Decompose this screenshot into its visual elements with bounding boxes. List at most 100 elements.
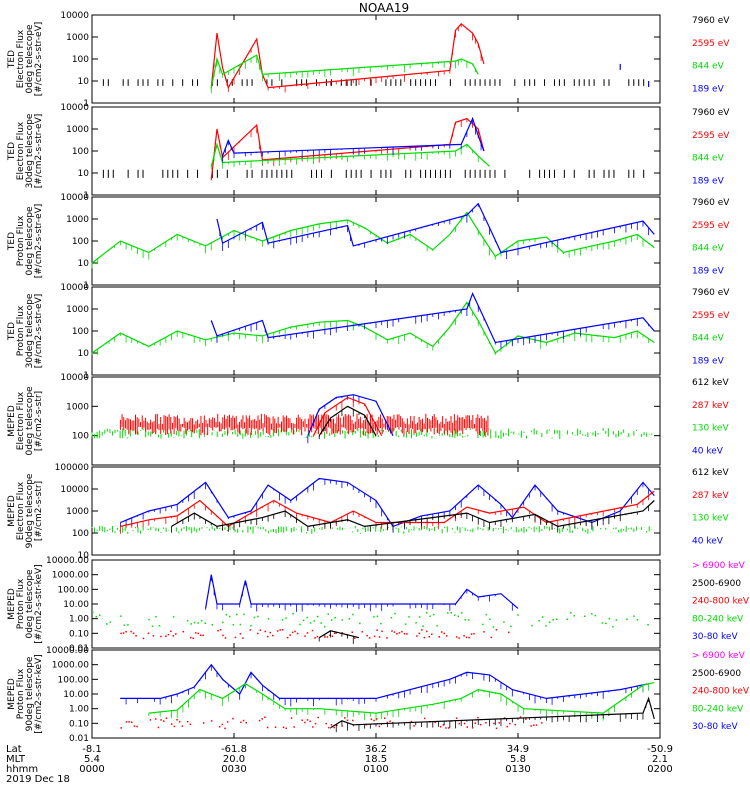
series-dot (393, 631, 396, 633)
series-dot (423, 636, 426, 639)
series-dot (232, 717, 234, 720)
series-dot (242, 637, 244, 639)
series-dot (266, 726, 269, 729)
series-dot (173, 725, 176, 728)
series-dot (474, 722, 477, 724)
y-tick-label: 10000 (60, 103, 89, 113)
legend-entry: 2595 eV (692, 39, 730, 49)
series-dot (306, 616, 308, 619)
series-dot (271, 634, 274, 637)
x-row-label-lat: Lat (6, 744, 22, 755)
series-dot (210, 720, 213, 722)
series-dot (192, 637, 194, 640)
series-dot (99, 614, 101, 616)
y-tick-label: 10 (78, 349, 90, 359)
series-dot (416, 635, 418, 637)
series-dot (370, 718, 373, 720)
y-axis-label-line: 0deg telescope (25, 206, 35, 276)
series-dot (120, 615, 122, 617)
series-dot (368, 637, 371, 639)
series-dot (425, 612, 428, 614)
series-dot (325, 722, 327, 725)
legend-entry: 2595 eV (692, 131, 730, 141)
x-tick-label-lat: -61.8 (221, 744, 247, 755)
series-dot (250, 624, 252, 627)
series-dot (447, 727, 450, 729)
series-dot (279, 629, 281, 631)
series-dot (485, 613, 488, 616)
y-axis-label-line: TED (7, 142, 17, 161)
series-dot (148, 618, 150, 621)
series-dot (443, 632, 445, 635)
y-axis-label-line: 30deg telescope (25, 113, 35, 188)
legend-entry: 80-240 keV (692, 704, 744, 714)
y-axis-label-line: [#/cm2-s-str-keV] (34, 564, 44, 643)
series-dot (314, 637, 316, 639)
series-dot (240, 721, 242, 723)
series-dot (253, 616, 256, 619)
series-dot (160, 635, 162, 638)
series-dot (401, 630, 403, 633)
y-axis-label-line: Electron Flux (16, 481, 26, 540)
series-dot (219, 628, 222, 631)
series-dot (373, 616, 375, 618)
series-dot (95, 615, 98, 618)
series-dot (328, 726, 330, 729)
series-dot (489, 618, 491, 621)
y-tick-label: 1000.00 (52, 571, 89, 581)
legend-entry: 189 eV (692, 85, 725, 95)
series-dot (479, 723, 482, 726)
series-dot (302, 619, 305, 622)
series-dot (202, 722, 205, 724)
series-dot (142, 637, 145, 640)
series-dot (495, 727, 498, 730)
series-dot (446, 612, 449, 614)
series-dot (378, 636, 381, 638)
y-tick-label: 100.00 (58, 585, 90, 595)
series-dot (189, 636, 192, 639)
series-dot (309, 622, 312, 624)
series-dot (285, 617, 287, 619)
series-dot (555, 618, 558, 621)
series-dot (404, 623, 407, 625)
series-dot (327, 613, 329, 615)
series-dot (438, 636, 440, 638)
series-dot (309, 720, 311, 723)
series-dot (224, 727, 226, 730)
series-dot (541, 616, 544, 618)
series-dot (221, 723, 224, 726)
series-dot (314, 722, 317, 725)
series-dot (197, 632, 199, 635)
x-tick-label-hhmm: 0100 (363, 764, 388, 775)
series-dot (132, 632, 135, 634)
series-dot (396, 632, 398, 635)
legend-entry: 130 keV (692, 424, 729, 434)
series-dot (336, 724, 338, 726)
legend-entry: 240-800 keV (692, 597, 750, 607)
x-tick-label-hhmm: 0030 (221, 764, 246, 775)
x-tick-label-hhmm: 0200 (647, 764, 672, 775)
series-dot (264, 716, 266, 719)
series-dot (172, 635, 175, 637)
series-dot (394, 612, 396, 615)
y-tick-label: 0.10 (69, 629, 89, 639)
panel-meped-e-0: 100 1000 10000 MEPEDElectron Flux0deg teles… (7, 373, 729, 466)
series-dot (149, 719, 152, 721)
y-tick-label: 10 (78, 551, 90, 561)
series-line (91, 301, 655, 354)
y-tick-label: 10000 (60, 485, 89, 495)
series-dot (311, 629, 314, 632)
series-line (210, 22, 485, 90)
series-dot (615, 619, 618, 621)
series-dot (155, 718, 157, 720)
series-line (120, 490, 655, 528)
series-dot (291, 631, 294, 634)
legend-entry: 2500-6900 (692, 669, 741, 679)
series-dot (445, 727, 447, 729)
series-dot (541, 722, 543, 724)
series-dot (204, 622, 206, 624)
series-line (318, 405, 377, 437)
y-axis-label-line: 90deg telescope (25, 473, 35, 548)
series-dot (464, 618, 467, 621)
series-dot (533, 724, 535, 727)
